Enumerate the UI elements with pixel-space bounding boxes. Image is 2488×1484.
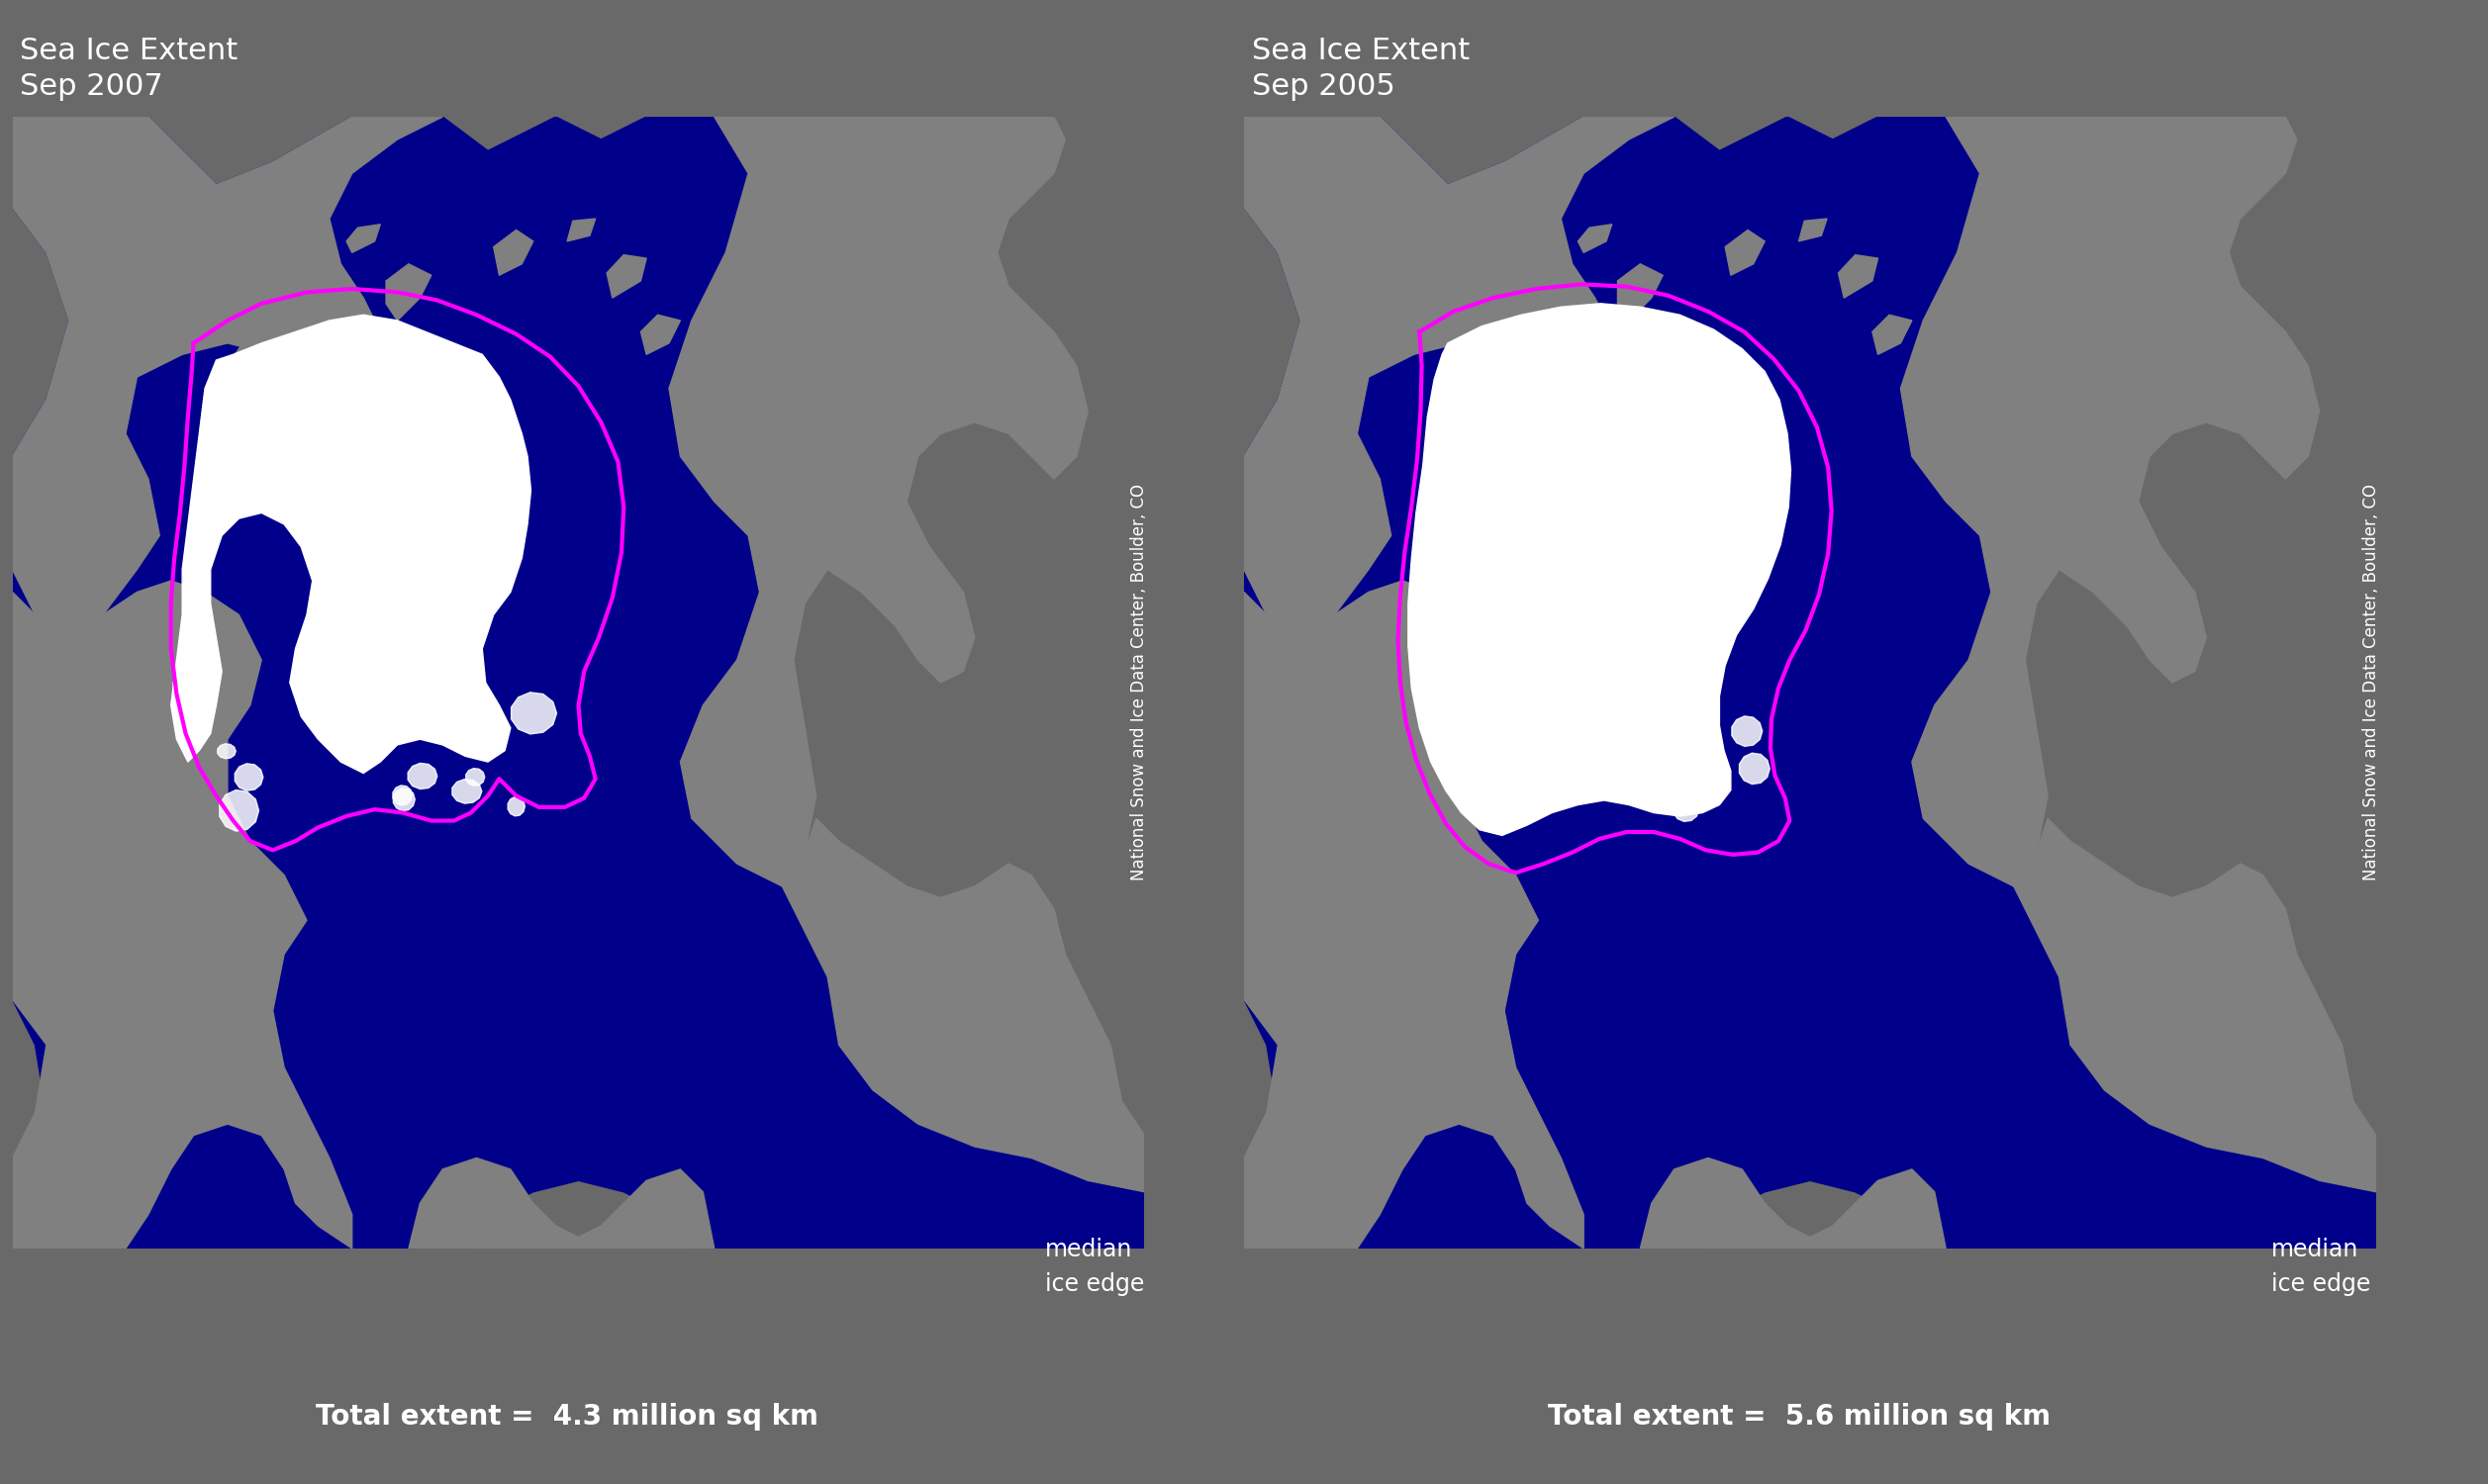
Polygon shape bbox=[226, 321, 328, 479]
Text: National Snow and Ice Data Center, Boulder, CO: National Snow and Ice Data Center, Bould… bbox=[1130, 484, 1149, 881]
Polygon shape bbox=[1570, 788, 1585, 801]
Polygon shape bbox=[510, 693, 557, 735]
Polygon shape bbox=[567, 218, 595, 242]
Polygon shape bbox=[669, 117, 1087, 886]
Polygon shape bbox=[642, 315, 679, 355]
Polygon shape bbox=[1577, 224, 1612, 252]
Polygon shape bbox=[493, 230, 532, 275]
Polygon shape bbox=[1458, 321, 1560, 479]
Polygon shape bbox=[1617, 264, 1662, 321]
Polygon shape bbox=[1732, 717, 1762, 746]
Polygon shape bbox=[393, 788, 415, 810]
Polygon shape bbox=[1408, 304, 1791, 835]
Text: median: median bbox=[1045, 1238, 1132, 1261]
Polygon shape bbox=[174, 671, 207, 703]
Text: Total extent =  4.3 million sq km: Total extent = 4.3 million sq km bbox=[316, 1404, 819, 1431]
Polygon shape bbox=[1687, 760, 1712, 789]
Polygon shape bbox=[1560, 666, 1592, 705]
Polygon shape bbox=[1602, 751, 1622, 766]
Polygon shape bbox=[12, 117, 443, 637]
Polygon shape bbox=[393, 785, 413, 806]
Polygon shape bbox=[216, 743, 236, 758]
Polygon shape bbox=[219, 789, 259, 831]
Text: National Snow and Ice Data Center, Boulder, CO: National Snow and Ice Data Center, Bould… bbox=[2361, 484, 2381, 881]
Text: median: median bbox=[2272, 1238, 2359, 1261]
Polygon shape bbox=[709, 352, 741, 389]
Polygon shape bbox=[408, 763, 438, 789]
Polygon shape bbox=[607, 255, 647, 298]
Polygon shape bbox=[12, 580, 353, 1248]
Polygon shape bbox=[2013, 819, 2376, 1192]
Polygon shape bbox=[1244, 117, 2376, 1248]
Polygon shape bbox=[386, 264, 430, 321]
Polygon shape bbox=[301, 674, 336, 705]
Polygon shape bbox=[465, 769, 485, 787]
Polygon shape bbox=[408, 1158, 714, 1248]
Polygon shape bbox=[1244, 117, 1674, 637]
Polygon shape bbox=[1505, 708, 1528, 738]
Polygon shape bbox=[1640, 1158, 1946, 1248]
Polygon shape bbox=[1901, 117, 2319, 886]
Polygon shape bbox=[453, 779, 483, 803]
Text: ice edge: ice edge bbox=[1045, 1272, 1144, 1296]
Polygon shape bbox=[1839, 255, 1878, 298]
Polygon shape bbox=[1739, 752, 1769, 784]
Polygon shape bbox=[1244, 580, 1585, 1248]
Polygon shape bbox=[1799, 218, 1826, 242]
Text: Total extent =  5.6 million sq km: Total extent = 5.6 million sq km bbox=[1548, 1404, 2050, 1431]
Polygon shape bbox=[1873, 315, 1911, 355]
Text: Sea Ice Extent
Sep 2005: Sea Ice Extent Sep 2005 bbox=[1251, 37, 1470, 101]
Polygon shape bbox=[234, 764, 264, 791]
Polygon shape bbox=[172, 315, 530, 773]
Polygon shape bbox=[1468, 723, 1483, 739]
Polygon shape bbox=[508, 797, 525, 816]
Polygon shape bbox=[1724, 230, 1764, 275]
Polygon shape bbox=[1687, 772, 1707, 794]
Polygon shape bbox=[346, 224, 381, 252]
Polygon shape bbox=[1540, 703, 1577, 739]
Polygon shape bbox=[12, 117, 1144, 1248]
Polygon shape bbox=[1500, 714, 1513, 730]
Polygon shape bbox=[781, 819, 1144, 1192]
Polygon shape bbox=[1941, 352, 1973, 389]
Text: ice edge: ice edge bbox=[2272, 1272, 2371, 1296]
Text: Sea Ice Extent
Sep 2007: Sea Ice Extent Sep 2007 bbox=[20, 37, 239, 101]
Polygon shape bbox=[1674, 798, 1699, 822]
